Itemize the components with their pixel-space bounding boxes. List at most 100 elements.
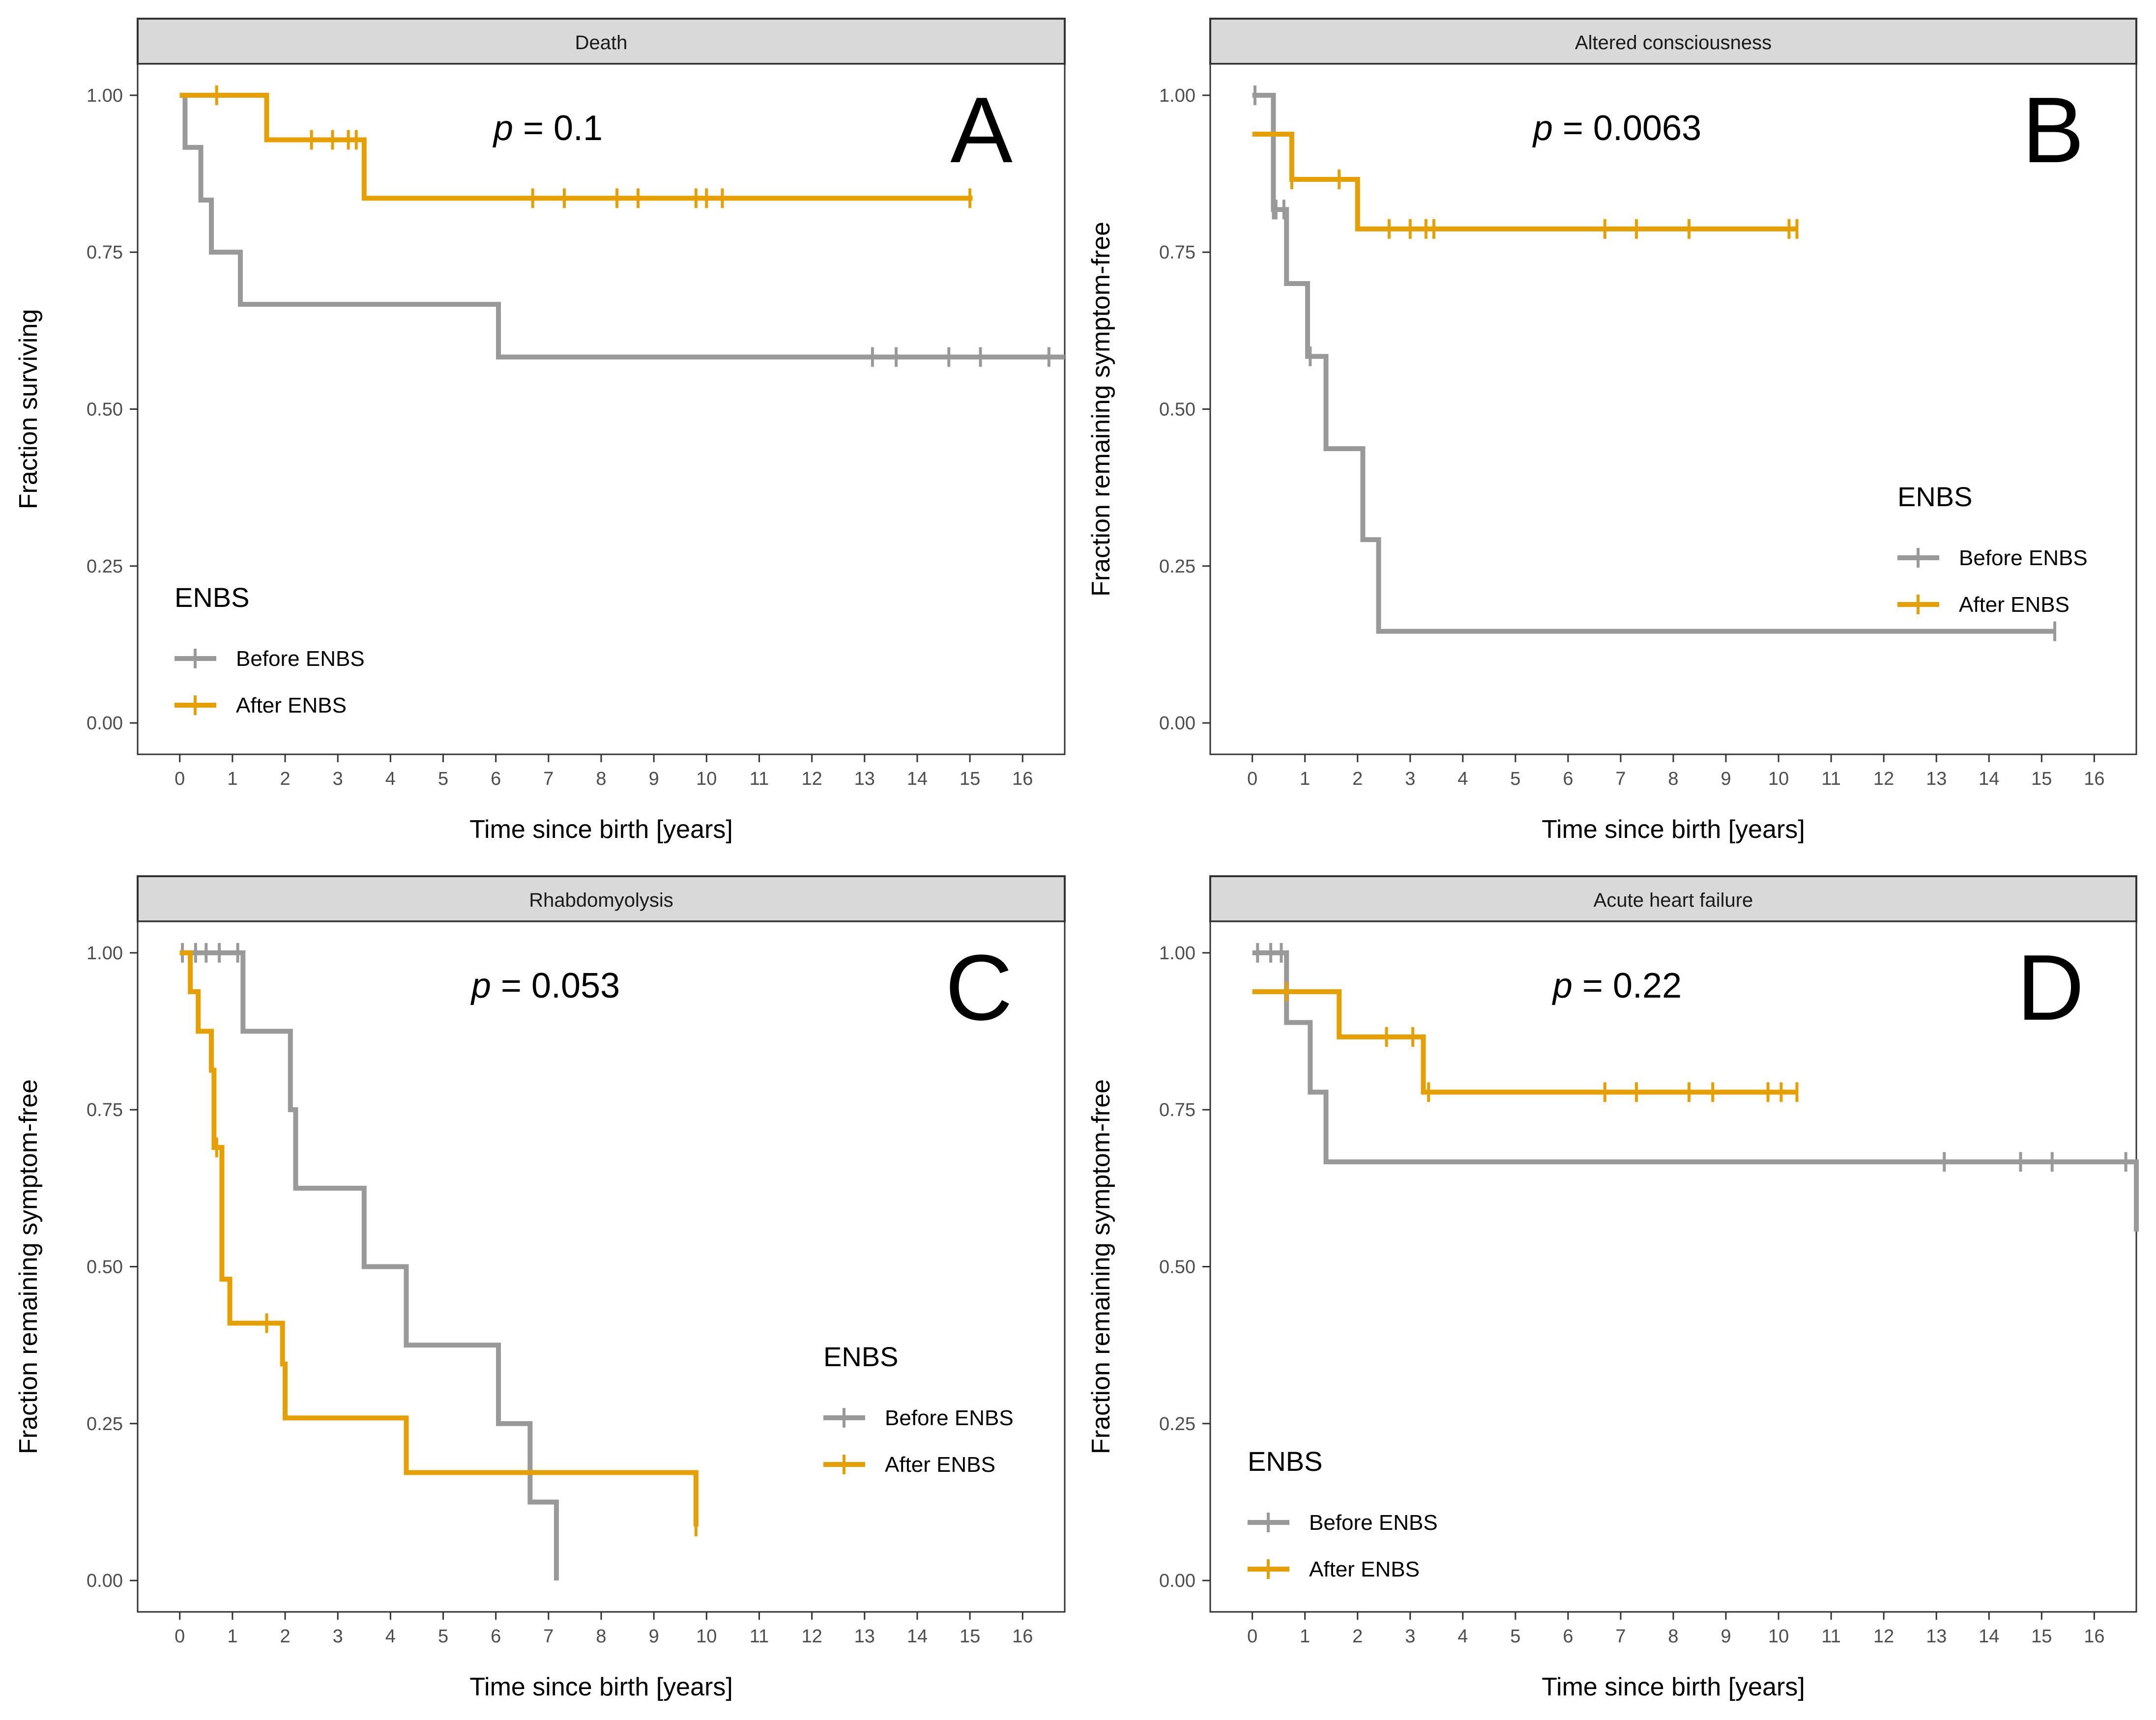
km-curve-before (179, 92, 1065, 360)
x-tick-label: 0 (1247, 1626, 1257, 1647)
x-tick-label: 13 (854, 1626, 875, 1647)
x-tick-label: 9 (649, 1626, 659, 1647)
x-tick-label: 4 (1457, 769, 1468, 789)
x-tick-label: 3 (1405, 1626, 1415, 1647)
y-tick-label: 1.00 (87, 943, 123, 964)
x-tick-label: 9 (1720, 769, 1731, 789)
x-tick-label: 9 (1720, 1626, 1731, 1647)
x-tick-label: 15 (2031, 769, 2052, 789)
km-curve-after (1252, 132, 1797, 231)
km-curve-after (179, 950, 699, 1527)
x-tick-label: 10 (696, 1626, 717, 1647)
x-tick-label: 14 (907, 769, 928, 789)
y-tick-label: 0.25 (87, 1414, 123, 1434)
x-tick-label: 6 (491, 1626, 501, 1647)
p-value: p = 0.0063 (1532, 109, 1701, 148)
x-axis-title: Time since birth [years] (469, 1673, 733, 1701)
x-tick-label: 3 (333, 1626, 343, 1647)
x-tick-label: 11 (1821, 769, 1840, 789)
series-before (179, 943, 559, 1581)
x-tick-label: 12 (1873, 769, 1894, 789)
p-value: p = 0.22 (1552, 966, 1682, 1005)
legend-label-after: After ENBS (1959, 593, 2069, 617)
x-tick-label: 11 (750, 1626, 769, 1647)
legend: ENBS Before ENBS After ENBS (1248, 1446, 1438, 1581)
y-tick-label: 1.00 (1159, 86, 1195, 106)
x-tick-label: 0 (175, 1626, 185, 1647)
x-tick-label: 12 (801, 769, 822, 789)
x-tick-label: 3 (1405, 769, 1415, 789)
plot-panel (1209, 920, 2137, 1613)
x-tick-label: 13 (1926, 1626, 1947, 1647)
y-axis-title: Fraction remaining symptom-free (1087, 222, 1115, 597)
km-curve-after (1252, 989, 1797, 1095)
x-tick-label: 15 (960, 1626, 980, 1647)
x-tick-label: 15 (2031, 1626, 2052, 1647)
plot-panel (137, 920, 1066, 1613)
series-after (179, 85, 973, 208)
facet-strip-title: Acute heart failure (1594, 889, 1753, 911)
panel-letter: A (950, 78, 1013, 182)
series-after (1252, 132, 1799, 239)
x-tick-label: 2 (1352, 1626, 1363, 1647)
y-tick-label: 0.25 (1159, 556, 1195, 577)
x-tick-label: 10 (696, 769, 717, 789)
y-axis-title: Fraction remaining symptom-free (14, 1079, 43, 1454)
p-value: p = 0.1 (493, 109, 603, 148)
y-tick-label: 0.50 (1159, 1257, 1195, 1278)
x-axis-title: Time since birth [years] (1542, 1673, 1805, 1701)
x-axis-title: Time since birth [years] (469, 815, 733, 844)
km-curve-before (179, 950, 559, 1581)
y-tick-label: 1.00 (1159, 943, 1195, 964)
x-tick-label: 16 (2084, 1626, 2104, 1647)
x-tick-label: 12 (1873, 1626, 1894, 1647)
y-tick-label: 0.50 (1159, 400, 1195, 420)
x-axis-title: Time since birth [years] (1542, 815, 1805, 844)
x-tick-label: 13 (854, 769, 875, 789)
y-tick-label: 0.75 (87, 242, 123, 263)
x-tick-label: 15 (960, 769, 980, 789)
x-tick-label: 5 (438, 769, 448, 789)
y-tick-label: 0.00 (1159, 713, 1195, 734)
facet-strip-title: Rhabdomyolysis (529, 889, 673, 911)
facet-strip (137, 18, 1066, 65)
x-tick-label: 1 (1300, 1626, 1310, 1647)
x-tick-label: 7 (543, 769, 554, 789)
panel-letter: C (945, 936, 1013, 1040)
y-tick-label: 0.25 (87, 556, 123, 577)
x-tick-label: 8 (596, 769, 606, 789)
y-tick-label: 0.25 (1159, 1414, 1195, 1434)
y-tick-label: 0.00 (87, 713, 123, 734)
legend-title: ENBS (823, 1341, 899, 1372)
legend-label-after: After ENBS (236, 693, 347, 717)
facet-strip-title: Death (575, 32, 628, 54)
x-tick-label: 1 (227, 1626, 237, 1647)
x-tick-label: 1 (1300, 769, 1310, 789)
legend: ENBS Before ENBS After ENBS (823, 1341, 1014, 1477)
series-before (179, 92, 1065, 367)
series-before (1252, 943, 2139, 1232)
plot-panel (137, 63, 1066, 755)
x-tick-label: 2 (280, 1626, 290, 1647)
y-tick-label: 1.00 (87, 86, 123, 106)
series-before (1252, 85, 2057, 641)
legend-title: ENBS (1897, 481, 1973, 512)
legend: ENBS Before ENBS After ENBS (175, 582, 365, 717)
x-tick-label: 10 (1768, 1626, 1789, 1647)
x-tick-label: 7 (1615, 769, 1626, 789)
y-tick-label: 0.75 (1159, 1100, 1195, 1120)
x-tick-label: 0 (175, 769, 185, 789)
x-tick-label: 2 (1352, 769, 1363, 789)
series-after (179, 950, 699, 1537)
y-tick-label: 0.00 (87, 1571, 123, 1591)
y-tick-label: 0.75 (1159, 242, 1195, 263)
x-tick-label: 9 (649, 769, 659, 789)
panel-letter: D (2017, 936, 2084, 1040)
x-tick-label: 7 (543, 1626, 554, 1647)
legend-title: ENBS (1248, 1446, 1323, 1477)
